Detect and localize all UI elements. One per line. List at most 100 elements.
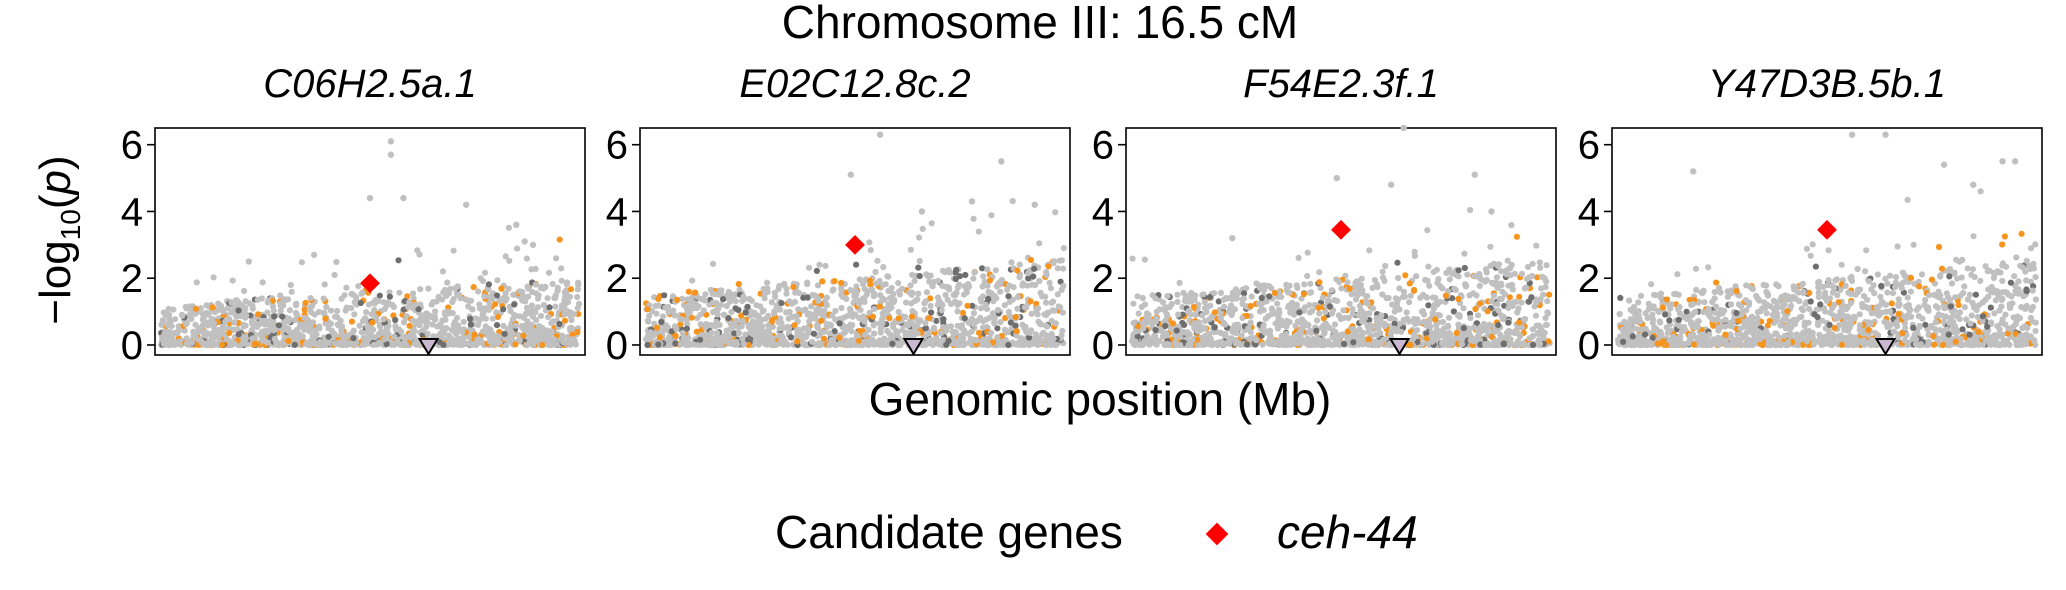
snp-point — [1152, 333, 1159, 340]
snp-point — [1014, 267, 1021, 274]
snp-point — [350, 327, 357, 334]
snp-point — [1152, 326, 1159, 334]
y-label-variable: p — [31, 170, 80, 196]
snp-point — [371, 306, 378, 314]
snp-point — [544, 327, 551, 334]
snp-point — [1325, 341, 1332, 348]
snp-point — [416, 322, 423, 329]
snp-point — [819, 278, 826, 285]
snp-point — [916, 234, 923, 241]
snp-point — [1356, 302, 1363, 310]
snp-point — [791, 322, 798, 329]
snp-point — [817, 340, 824, 347]
snp-point — [405, 303, 412, 310]
snp-point — [795, 327, 803, 334]
snp-point — [1452, 334, 1459, 342]
snp-point — [500, 306, 507, 313]
snp-point — [1036, 336, 1044, 343]
snp-point — [264, 299, 271, 306]
snp-point — [465, 303, 472, 310]
snp-point — [1460, 305, 1467, 312]
snp-point — [420, 327, 427, 334]
panel-title: F54E2.3f.1 — [1243, 62, 1439, 106]
snp-point — [1232, 321, 1239, 329]
y-tick-label: 6 — [1578, 124, 1600, 168]
facet-panels: C06H2.5a.10246E02C12.8c.20246F54E2.3f.10… — [121, 62, 2043, 368]
snp-point — [197, 305, 204, 312]
snp-point — [433, 298, 440, 305]
snp-point — [203, 340, 210, 347]
snp-point — [1402, 272, 1409, 279]
snp-point — [1501, 291, 1508, 298]
snp-point — [217, 330, 224, 337]
snp-point — [1139, 294, 1146, 302]
snp-point — [1204, 304, 1211, 311]
snp-point — [465, 334, 472, 341]
snp-point — [871, 306, 878, 313]
snp-point — [735, 280, 742, 288]
snp-point — [271, 335, 278, 343]
snp-point — [916, 273, 923, 280]
snp-point — [1406, 280, 1413, 287]
snp-point — [1533, 242, 1540, 249]
snp-point — [241, 287, 248, 295]
snp-point — [909, 308, 916, 315]
snp-point — [554, 287, 561, 294]
snp-point — [1132, 328, 1140, 335]
snp-point — [451, 319, 458, 326]
snp-point — [795, 289, 802, 296]
snp-point — [224, 305, 231, 312]
snp-point — [1932, 303, 1939, 310]
snp-point — [500, 322, 507, 329]
snp-point — [1313, 327, 1320, 334]
snp-point — [938, 301, 945, 308]
snp-point — [1487, 262, 1494, 269]
snp-point — [1430, 303, 1437, 311]
snp-point — [946, 286, 953, 293]
snp-point — [684, 320, 691, 328]
snp-point — [942, 292, 949, 299]
snp-point — [978, 305, 985, 312]
snp-point — [501, 330, 508, 337]
snp-point — [697, 321, 704, 328]
snp-point — [688, 314, 695, 321]
snp-point — [1329, 333, 1336, 341]
snp-point — [449, 310, 456, 317]
snp-point — [1289, 341, 1296, 348]
snp-point — [1217, 315, 1224, 322]
snp-point — [751, 309, 758, 316]
snp-point — [1238, 332, 1245, 339]
snp-point — [1048, 330, 1055, 338]
snp-point — [857, 307, 864, 314]
snp-point — [1542, 284, 1549, 291]
snp-point — [928, 309, 935, 316]
snp-point — [787, 334, 795, 341]
snp-point — [672, 340, 679, 347]
snp-point — [735, 329, 743, 337]
snp-point — [994, 306, 1002, 314]
snp-point — [1692, 265, 1700, 272]
snp-point — [444, 279, 451, 286]
snp-point — [1756, 297, 1763, 304]
peak-point — [968, 198, 976, 205]
snp-point — [644, 317, 652, 324]
snp-point — [1344, 328, 1351, 335]
snp-points — [158, 138, 583, 349]
snp-point — [343, 284, 350, 291]
snp-point — [275, 322, 283, 329]
snp-point — [222, 318, 229, 325]
y-label-paren-close: ) — [31, 155, 80, 170]
snp-point — [1458, 340, 1465, 347]
snp-point — [439, 268, 446, 275]
snp-point — [1365, 336, 1372, 343]
snp-point — [523, 304, 531, 311]
snp-point — [1361, 314, 1369, 321]
snp-point — [822, 262, 829, 269]
snp-point — [1441, 329, 1448, 336]
snp-point — [940, 316, 947, 323]
snp-point — [876, 341, 883, 348]
snp-point — [1386, 315, 1393, 322]
snp-point — [351, 298, 358, 306]
snp-point — [1156, 337, 1163, 345]
snp-point — [233, 297, 240, 304]
